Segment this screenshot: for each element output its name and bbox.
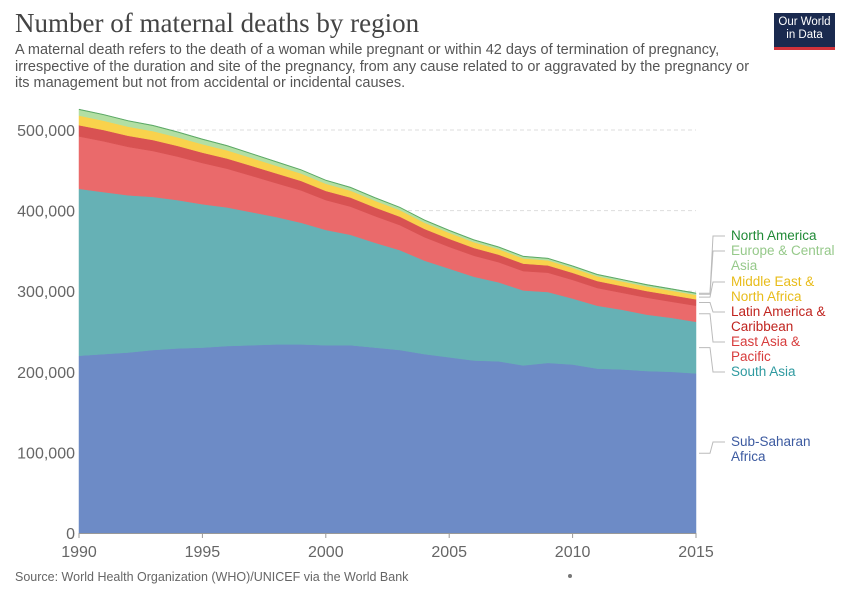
area-sub-saharan-africa[interactable] — [78, 344, 697, 534]
legend-connector — [699, 313, 725, 343]
legend-label[interactable]: Middle East & North Africa — [731, 274, 814, 304]
pagination-dot[interactable] — [568, 574, 572, 578]
legend-label[interactable]: South Asia — [731, 364, 796, 379]
x-tick-label: 1990 — [61, 544, 97, 561]
legend-label[interactable]: East Asia & Pacific — [731, 334, 800, 364]
legend-connector — [699, 235, 725, 294]
x-tick-label: 2005 — [431, 544, 467, 561]
x-axis: 1990 1995 2000 2005 2010 2015 — [61, 533, 714, 561]
legend-connector — [699, 250, 725, 295]
y-tick-label: 400,000 — [17, 204, 75, 221]
legend-connector — [699, 281, 725, 298]
area-series — [78, 108, 697, 534]
y-tick-label: 0 — [66, 526, 75, 543]
y-axis: 0 100,000 200,000 300,000 400,000 500,000 — [17, 123, 75, 543]
x-tick-label: 1995 — [185, 544, 221, 561]
y-tick-label: 300,000 — [17, 284, 75, 301]
x-tick-label: 2000 — [308, 544, 344, 561]
legend-label[interactable]: Sub-Saharan Africa — [731, 434, 811, 464]
chart-title: Number of maternal deaths by region — [15, 8, 420, 38]
logo-line-1: Our World — [778, 16, 831, 28]
y-tick-label: 100,000 — [17, 445, 75, 462]
logo-line-2: in Data — [786, 29, 823, 41]
legend-connector — [699, 302, 725, 313]
legend-label[interactable]: Latin America & Caribbean — [731, 304, 826, 334]
legend-connector — [699, 347, 725, 373]
chart-subtitle: A maternal death refers to the death of … — [15, 42, 750, 91]
y-tick-label: 500,000 — [17, 123, 75, 140]
x-tick-label: 2015 — [678, 544, 714, 561]
source-note: Source: World Health Organization (WHO)/… — [15, 570, 409, 584]
y-tick-label: 200,000 — [17, 365, 75, 382]
owid-logo[interactable]: Our World in Data — [774, 13, 835, 50]
legend-label[interactable]: Europe & Central Asia — [731, 243, 835, 273]
legend-label[interactable]: North America — [731, 228, 817, 243]
legend-connector — [699, 441, 725, 454]
area-north-america[interactable] — [78, 108, 697, 294]
x-tick-label: 2010 — [555, 544, 591, 561]
